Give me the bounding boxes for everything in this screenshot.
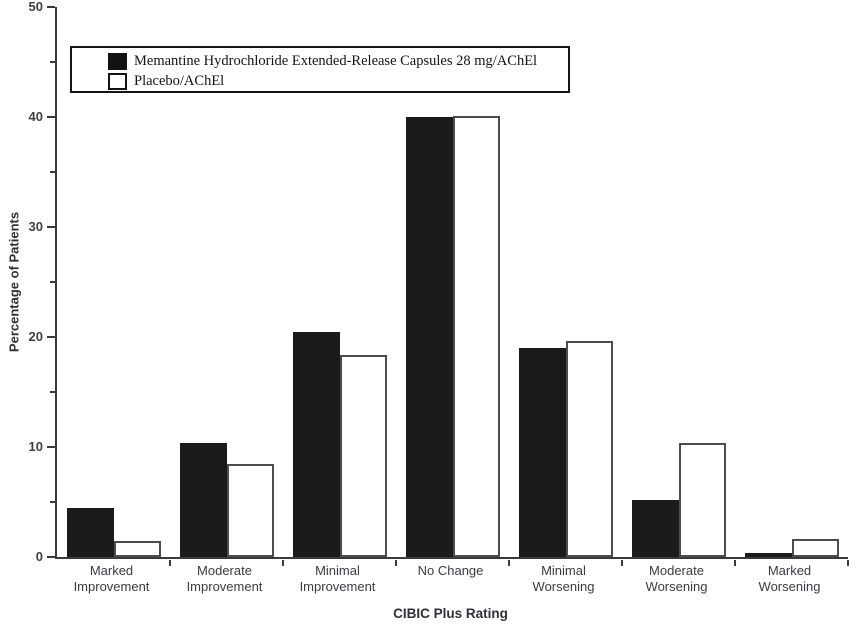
y-major-tick [46,226,55,228]
x-category-label: No Change [417,563,484,578]
y-minor-tick [49,281,55,283]
x-category-label: Marked Improvement [73,563,150,594]
bar-groups [57,7,849,566]
x-boundary-tick [847,560,849,566]
legend-item-memantine: Memantine Hydrochloride Extended-Release… [108,51,568,71]
bar-placebo [339,354,387,557]
x-category-label: Moderate Improvement [186,563,263,594]
legend-label-memantine: Memantine Hydrochloride Extended-Release… [134,53,538,69]
y-tick-label: 20 [28,329,43,344]
y-tick-label: 40 [28,109,43,124]
bar-placebo [791,539,839,557]
bar-memantine [66,507,114,557]
x-category-label: Moderate Worsening [645,563,708,594]
bar-placebo [678,442,726,557]
bar-group [622,7,736,566]
x-boundary-tick [621,560,623,566]
y-major-tick [46,336,55,338]
bar-placebo [452,115,500,557]
y-tick-label: 50 [28,0,43,14]
x-boundary-tick [282,560,284,566]
bar-memantine [518,348,566,557]
legend: Memantine Hydrochloride Extended-Release… [70,46,570,93]
bar-group [57,7,171,566]
y-tick-label: 30 [28,219,43,234]
x-boundary-tick [508,560,510,566]
y-major-tick [46,446,55,448]
x-axis-title: CIBIC Plus Rating [393,606,508,621]
bar-memantine [405,117,453,557]
x-boundary-tick [395,560,397,566]
x-boundary-tick [734,560,736,566]
y-minor-tick [49,61,55,63]
x-category-label: Minimal Improvement [299,563,376,594]
y-tick-label: 10 [28,439,43,454]
x-category-label: Minimal Worsening [532,563,595,594]
bar-memantine [631,499,679,557]
x-category-labels: Marked Improvement Moderate Improvement Mi… [55,563,846,594]
bar-group [170,7,284,566]
y-minor-tick [49,391,55,393]
bar-memantine [292,331,340,557]
placebo-swatch-icon [108,72,127,90]
y-major-tick [46,556,55,558]
bar-group [283,7,397,566]
bar-memantine [744,552,792,557]
bar-group [396,7,510,566]
legend-label-placebo: Placebo/AChEl [134,73,225,89]
y-minor-tick [49,171,55,173]
y-tick-label: 0 [35,549,43,564]
plot-area: 0 10 20 30 40 50 [29,0,849,566]
x-boundary-tick [169,560,171,566]
bar-placebo [226,463,274,557]
y-major-tick [46,6,55,8]
bar-group [735,7,849,566]
legend-item-placebo: Placebo/AChEl [108,71,568,91]
x-category-label: Marked Worsening [758,563,821,594]
bar-group [509,7,623,566]
bar-memantine [179,442,227,557]
bar-placebo [565,341,613,557]
y-minor-tick [49,501,55,503]
memantine-swatch-icon [108,52,127,70]
y-major-tick [46,116,55,118]
bar-placebo [113,540,161,557]
